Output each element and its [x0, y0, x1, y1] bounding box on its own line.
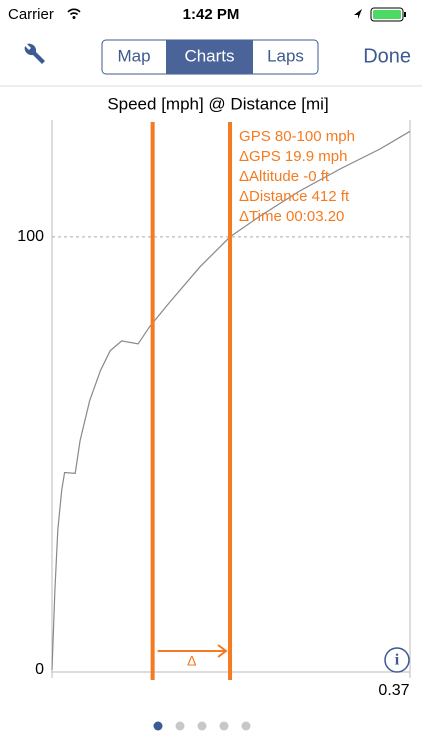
info-circle[interactable] [384, 647, 410, 673]
y-tick-label: 100 [17, 228, 44, 245]
settings-button[interactable] [24, 43, 45, 64]
carrier: Carrier [8, 6, 54, 23]
annotation: ΔTime 00:03.20 [239, 208, 344, 225]
chart-title: Speed [mph] @ Distance [mi] [107, 94, 328, 113]
done-button[interactable]: Done [363, 45, 411, 67]
y-tick-label: 0 [35, 661, 44, 678]
page-dot[interactable] [219, 721, 229, 731]
page-dot[interactable] [197, 721, 207, 731]
segment-label[interactable]: Laps [267, 46, 304, 65]
location-icon [354, 9, 362, 19]
wifi-dot [72, 16, 76, 19]
speed-line [51, 130, 411, 671]
annotation: GPS 80-100 mph [239, 128, 355, 145]
annotation: ΔDistance 412 ft [239, 188, 350, 205]
battery [370, 7, 404, 22]
wifi-icon [67, 8, 81, 16]
delta-arrowhead [217, 644, 228, 658]
info-icon[interactable]: i [395, 652, 400, 669]
x-tick-label: 0.37 [378, 682, 409, 699]
page-dot[interactable] [175, 721, 185, 731]
battery-tip [404, 12, 406, 17]
annotation: ΔAltitude -0 ft [239, 168, 330, 185]
page-dot-active[interactable] [153, 721, 163, 731]
segment-selected[interactable] [166, 40, 253, 74]
info-button[interactable]: i [384, 647, 410, 673]
clock: 1:42 PM [183, 6, 240, 23]
battery-level [373, 10, 401, 19]
segment-label[interactable]: Charts [184, 46, 234, 65]
segment-label[interactable]: Map [117, 46, 150, 65]
annotation: ΔGPS 19.9 mph [239, 148, 347, 165]
wrench-icon[interactable] [24, 43, 45, 64]
delta-label: Δ [187, 653, 196, 669]
page-dots [153, 721, 251, 731]
page-dot[interactable] [241, 721, 251, 731]
